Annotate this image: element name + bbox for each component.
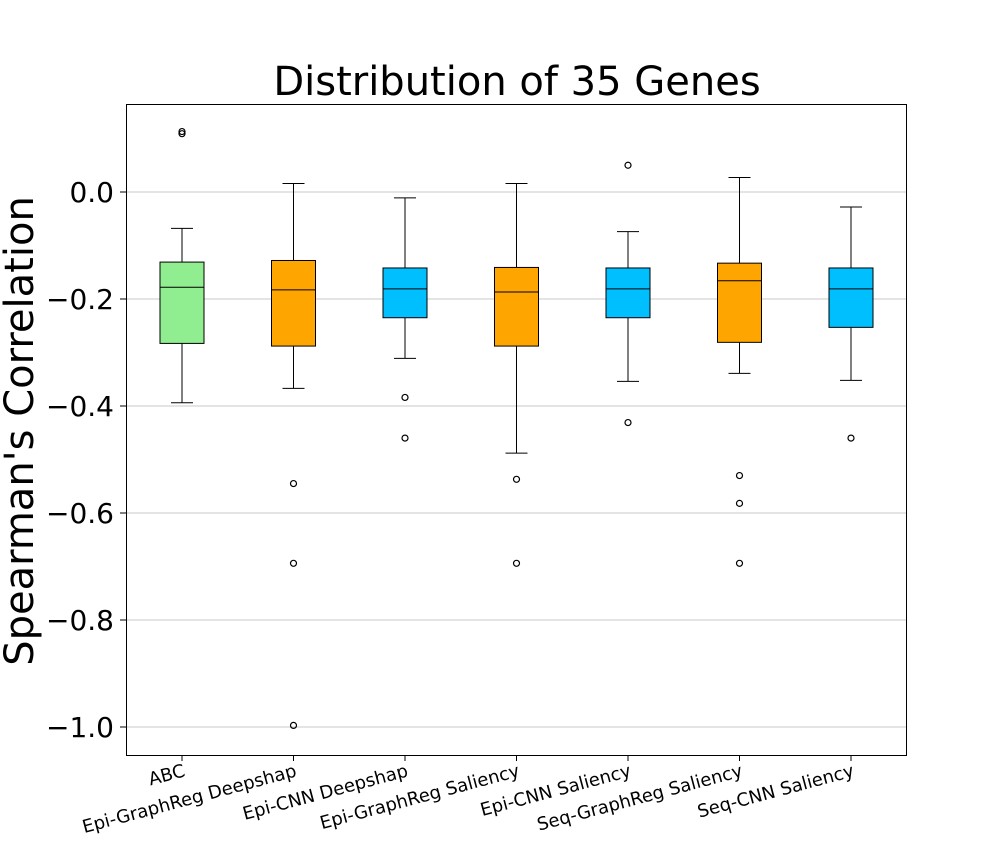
y-tick-label: −0.4 <box>46 390 114 423</box>
box <box>717 262 762 343</box>
outlier-point <box>401 434 409 442</box>
outlier-point <box>847 434 855 442</box>
y-tick-label: 0.0 <box>69 176 114 209</box>
y-tick-label: −0.2 <box>46 283 114 316</box>
outlier-point <box>624 161 632 169</box>
y-axis-ticks: 0.0 −0.2 −0.4 −0.6 −0.8 −1.0 <box>46 176 126 744</box>
outlier-point <box>735 471 744 480</box>
chart-title: Distribution of 35 Genes <box>273 59 760 105</box>
box-group <box>828 206 874 442</box>
outlier-point <box>735 559 744 567</box>
y-tick-label: −0.8 <box>46 604 114 637</box>
outlier-point <box>289 479 298 488</box>
outlier-point <box>512 559 521 567</box>
box-group <box>494 182 539 567</box>
box-group <box>717 177 762 567</box>
box <box>382 267 428 319</box>
plot-frame <box>126 104 907 756</box>
outlier-point <box>735 499 744 507</box>
box <box>828 267 874 328</box>
y-tick-label: −0.6 <box>46 497 114 530</box>
outlier-point <box>401 393 409 402</box>
box-group <box>605 161 651 427</box>
box <box>271 259 316 347</box>
box-group <box>382 197 428 442</box>
outlier-point <box>624 418 632 427</box>
y-tick-label: −1.0 <box>46 711 114 744</box>
outlier-point <box>178 127 186 136</box>
box <box>494 266 539 347</box>
outlier-point <box>289 559 298 567</box>
box <box>159 261 205 344</box>
x-tick-label: ABC <box>146 761 187 791</box>
outlier-point <box>512 475 521 483</box>
outlier-point <box>178 130 186 138</box>
boxes <box>159 127 874 729</box>
box <box>605 267 651 319</box>
y-axis-label: Spearman's Correlation <box>0 196 43 666</box>
outlier-point <box>289 721 298 729</box>
box-group <box>159 127 205 404</box>
box-group <box>271 182 316 729</box>
